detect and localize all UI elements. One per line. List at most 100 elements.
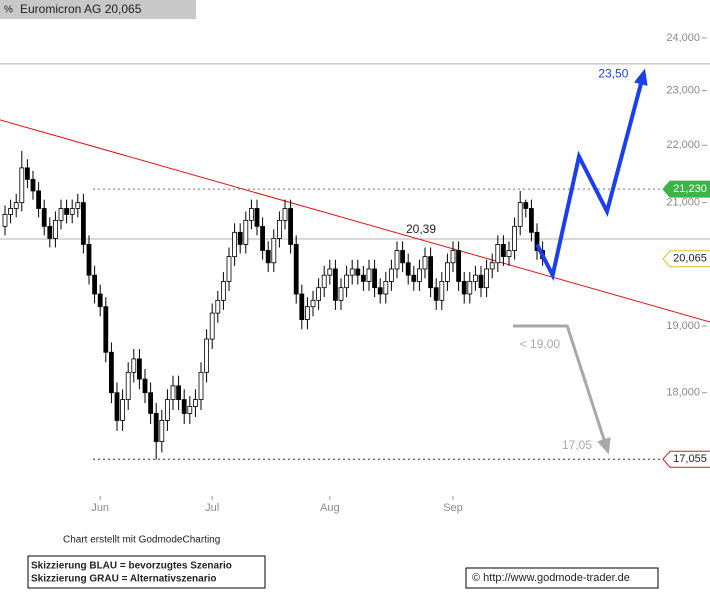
candle-body [355, 268, 361, 276]
price-label-box [662, 250, 710, 268]
y-tick-label: 18,000 [666, 387, 700, 399]
candle-body [19, 167, 25, 204]
candle-body [456, 250, 462, 282]
candle-body [299, 293, 305, 320]
candle-body [433, 287, 439, 301]
footer: Chart erstellt mit GodmodeCharting [63, 535, 220, 546]
candle-body [187, 406, 193, 414]
scenario-label: 17,05 [562, 438, 592, 452]
scenario-path [535, 73, 646, 282]
candle-body [534, 231, 540, 251]
candle-body [478, 274, 484, 289]
candle-body [58, 208, 64, 221]
x-tick-label: Aug [320, 502, 340, 514]
plot: 24,000 23,000 22,000 21,000 19,000 18,000 20,3… [0, 32, 710, 514]
candle-body [226, 256, 232, 282]
candle-body [422, 256, 428, 270]
trendline [0, 119, 710, 323]
candle-body [388, 268, 394, 282]
y-tick-label: 21,000 [666, 197, 700, 209]
title-box [0, 0, 196, 19]
candle-body [8, 208, 14, 215]
level-label: 20,39 [406, 222, 436, 236]
legend-line: Skizzierung BLAU = bevorzugtes Szenario [31, 561, 232, 572]
candle-body [254, 208, 260, 227]
candle-body [288, 208, 294, 245]
candle-body [405, 262, 411, 276]
candle-body [338, 287, 344, 301]
candle-body [153, 413, 159, 443]
candle-body [232, 231, 238, 258]
candle-body [237, 231, 243, 245]
candle-body [428, 256, 434, 289]
candle-body [484, 268, 490, 289]
x-tick-label: Jun [91, 502, 109, 514]
candle-body [86, 244, 92, 276]
candle-body [131, 358, 137, 373]
candle-body [467, 281, 473, 295]
candle-body [495, 244, 501, 264]
candle-body [192, 399, 198, 407]
candle-body [400, 250, 406, 264]
chart-title: Euromicron AG 20,065 [20, 2, 142, 16]
price-label-box [662, 180, 710, 198]
candle-body [344, 274, 350, 289]
candle-body [332, 268, 338, 301]
candle-body [164, 399, 170, 421]
candle-body [439, 281, 445, 301]
scenario-label: < 19,00 [520, 337, 561, 351]
candle-body [265, 250, 271, 264]
candle-body [170, 385, 176, 400]
x-tick-label: Jul [205, 502, 219, 514]
candle-body [472, 274, 478, 282]
copyright-box [465, 567, 659, 589]
candle-body [517, 202, 523, 227]
candle-body [75, 202, 81, 209]
candle-body [13, 202, 19, 209]
candle-body [293, 244, 299, 295]
candle-body [41, 208, 47, 227]
y-tick-label: 24,000 [666, 32, 700, 44]
price-label-box [662, 450, 710, 468]
candle-body [372, 268, 378, 289]
candle-body [500, 244, 506, 258]
candle-body [461, 281, 467, 295]
candle-body [81, 202, 86, 245]
candle-body [271, 237, 277, 264]
candle-body [349, 268, 355, 276]
candle-body [529, 208, 534, 233]
candle-body [444, 262, 450, 282]
candle-body [416, 268, 422, 282]
candle-body [24, 167, 30, 180]
scenario-arrowhead [634, 68, 648, 86]
candle-body [276, 219, 282, 239]
candle-body [383, 281, 389, 295]
candle-body [310, 299, 316, 308]
candle-body [512, 225, 517, 251]
candle-body [120, 399, 125, 421]
candle-body [97, 293, 103, 308]
candle-body [523, 202, 529, 209]
candle-body [109, 351, 114, 394]
legend-line: Skizzierung GRAU = Alternativszenario [31, 574, 217, 585]
header: % Euromicron AG 20,065 [0, 0, 196, 19]
candle-body [321, 274, 327, 289]
candle-body [360, 274, 366, 282]
candle-body [2, 214, 8, 227]
candle-body [159, 420, 165, 443]
candle-body [304, 306, 310, 320]
candle-body [92, 274, 97, 295]
candle-body [53, 219, 58, 239]
candle-body [125, 371, 131, 400]
candle-body [64, 208, 69, 215]
y-tick-label: 22,000 [666, 139, 700, 151]
candle-body [394, 250, 400, 270]
copyright: © http://www.godmode-trader.de [472, 572, 630, 584]
candle-body [489, 262, 495, 270]
candle-body [316, 287, 322, 301]
x-tick-label: Sep [443, 502, 463, 514]
legend-box [27, 555, 266, 589]
